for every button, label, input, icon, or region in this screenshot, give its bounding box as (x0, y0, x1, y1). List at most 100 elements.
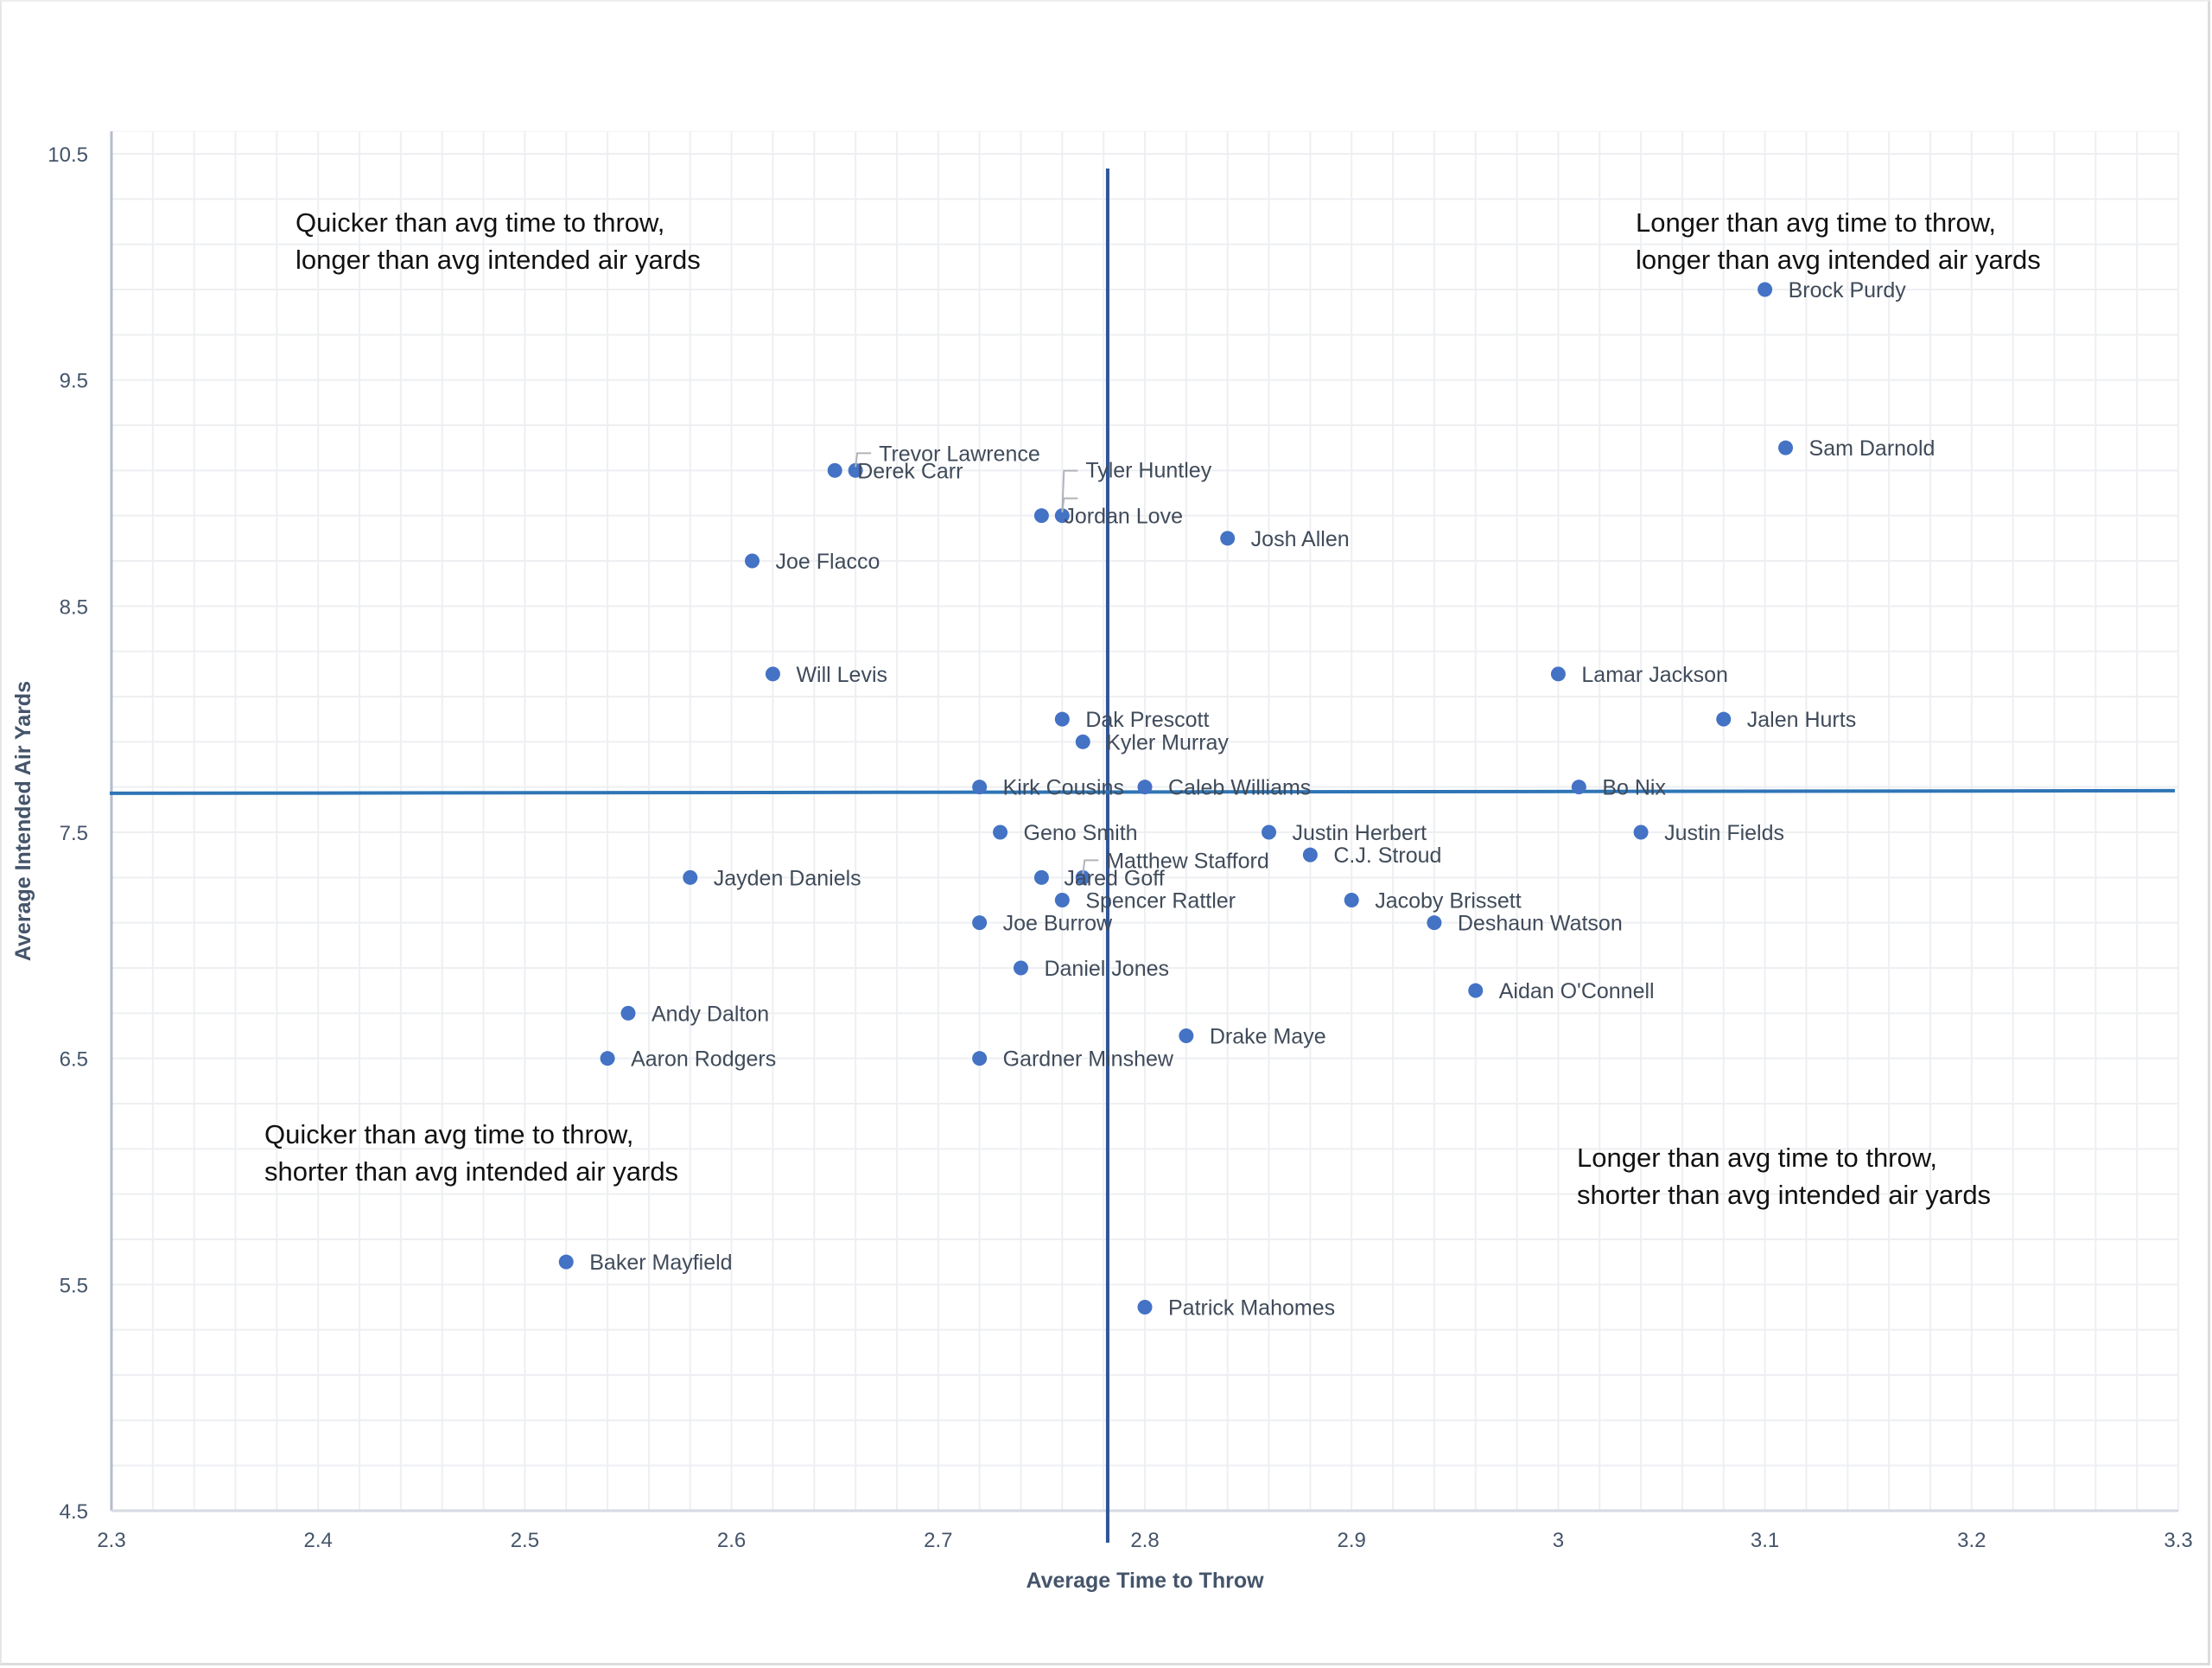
point-label: Caleb Williams (1168, 776, 1311, 800)
point-label: Joe Flacco (776, 550, 880, 574)
minor-gridlines (111, 131, 2179, 1511)
point-label: Jalen Hurts (1747, 708, 1856, 732)
quadrant-label-top-right: Longer than avg time to throw, (1636, 207, 1996, 238)
data-point (972, 915, 988, 931)
x-axis-title: Average Time to Throw (1026, 1569, 1264, 1593)
x-tick-labels: 2.3 2.4 2.5 2.6 2.7 2.8 2.9 3 3.1 3.2 3.3 (97, 1529, 2192, 1552)
point-label: Baker Mayfield (589, 1251, 732, 1275)
y-tick-label: 8.5 (60, 595, 88, 619)
y-tick-label: 6.5 (60, 1048, 88, 1072)
x-tick-label: 2.5 (511, 1529, 539, 1552)
data-point (683, 869, 698, 885)
point-label: Andy Dalton (652, 1002, 769, 1026)
data-point (1054, 711, 1070, 727)
point-label: Will Levis (796, 663, 887, 687)
data-point (1033, 508, 1049, 524)
y-tick-label: 4.5 (60, 1500, 88, 1524)
data-point (600, 1051, 615, 1066)
quadrant-label-bottom-right: Longer than avg time to throw, (1577, 1143, 1937, 1173)
point-label: Tyler Huntley (1085, 459, 1211, 483)
quadrant-label-bottom-left: shorter than avg intended air yards (264, 1156, 678, 1187)
point-label: Deshaun Watson (1458, 912, 1623, 936)
point-label: Sam Darnold (1809, 436, 1936, 461)
data-point (1054, 508, 1070, 524)
point-label: Justin Fields (1664, 821, 1784, 845)
data-point (1778, 440, 1794, 455)
quadrant-label-bottom-left: Quicker than avg time to throw, (264, 1119, 633, 1149)
point-label: Kirk Cousins (1003, 776, 1124, 800)
data-point (1033, 869, 1049, 885)
data-point (1550, 666, 1566, 682)
point-label: Jayden Daniels (714, 866, 861, 890)
data-point (1571, 780, 1586, 795)
point-label: Aaron Rodgers (631, 1047, 776, 1072)
point-label: Jared Goff (1064, 866, 1164, 890)
leader-line (1082, 859, 1099, 875)
data-point (972, 780, 988, 795)
quadrant-label-bottom-right: shorter than avg intended air yards (1577, 1180, 1991, 1210)
point-label: Matthew Stafford (1106, 849, 1269, 873)
point-label: Daniel Jones (1044, 957, 1169, 981)
x-tick-label: 2.3 (97, 1529, 125, 1552)
point-label: Trevor Lawrence (879, 442, 1040, 466)
y-tick-label: 5.5 (60, 1274, 88, 1297)
data-point (1013, 960, 1028, 976)
point-label: Josh Allen (1251, 527, 1350, 551)
data-point (765, 666, 780, 682)
point-label: C.J. Stroud (1333, 844, 1441, 868)
data-point (1137, 780, 1153, 795)
axes (110, 131, 2178, 1512)
data-point (1054, 893, 1070, 907)
x-tick-label: 3.3 (2164, 1529, 2192, 1552)
point-label: Justin Herbert (1293, 821, 1427, 845)
data-point (1716, 711, 1732, 727)
data-point (1468, 983, 1484, 998)
quadrant-label-top-left: longer than avg intended air yards (296, 245, 701, 275)
point-label: Derek Carr (857, 459, 963, 483)
x-tick-label: 2.7 (924, 1529, 952, 1552)
point-label: Bo Nix (1602, 776, 1666, 800)
point-label: Jacoby Brissett (1375, 889, 1522, 914)
y-tick-label: 9.5 (60, 370, 88, 393)
data-point (1344, 893, 1359, 907)
point-label: Brock Purdy (1789, 278, 1907, 302)
data-point (1220, 531, 1236, 546)
point-label: Joe Burrow (1003, 912, 1113, 936)
point-label: Dak Prescott (1085, 708, 1209, 732)
data-point (558, 1254, 574, 1270)
data-point (1758, 282, 1773, 297)
data-points (558, 282, 1794, 1315)
x-tick-label: 3.2 (1957, 1529, 1986, 1552)
point-label: Drake Maye (1210, 1025, 1326, 1049)
data-point (848, 462, 863, 478)
data-point (1075, 869, 1090, 885)
x-tick-label: 3 (1553, 1529, 1564, 1552)
data-point (972, 1051, 988, 1066)
point-label: Gardner Minshew (1003, 1047, 1174, 1072)
point-label: Jordan Love (1064, 505, 1183, 529)
y-axis-title: Average Intended Air Yards (11, 681, 35, 961)
point-label: Patrick Mahomes (1168, 1296, 1335, 1321)
x-tick-label: 2.6 (717, 1529, 746, 1552)
quadrant-labels: Quicker than avg time to throw, longer th… (264, 207, 2041, 1210)
data-point (1302, 847, 1318, 863)
y-tick-labels: 4.5 5.5 6.5 7.5 8.5 9.5 10.5 (48, 143, 88, 1524)
data-point (993, 824, 1008, 840)
data-point (827, 462, 842, 478)
y-tick-label: 10.5 (48, 143, 88, 167)
point-label: Geno Smith (1024, 821, 1138, 845)
x-tick-label: 2.4 (304, 1529, 333, 1552)
data-point (1633, 824, 1649, 840)
point-labels: Brock Purdy Sam Darnold Trevor LawrenceDer… (589, 278, 1935, 1321)
x-tick-label: 3.1 (1751, 1529, 1779, 1552)
quadrant-label-top-right: longer than avg intended air yards (1636, 245, 2041, 275)
x-tick-label: 2.9 (1338, 1529, 1366, 1552)
leader-line (1061, 469, 1078, 512)
data-point (1137, 1300, 1153, 1315)
data-point (1262, 824, 1277, 840)
point-label: Kyler Murray (1106, 730, 1229, 754)
x-tick-label: 2.8 (1130, 1529, 1159, 1552)
data-point (745, 553, 760, 569)
